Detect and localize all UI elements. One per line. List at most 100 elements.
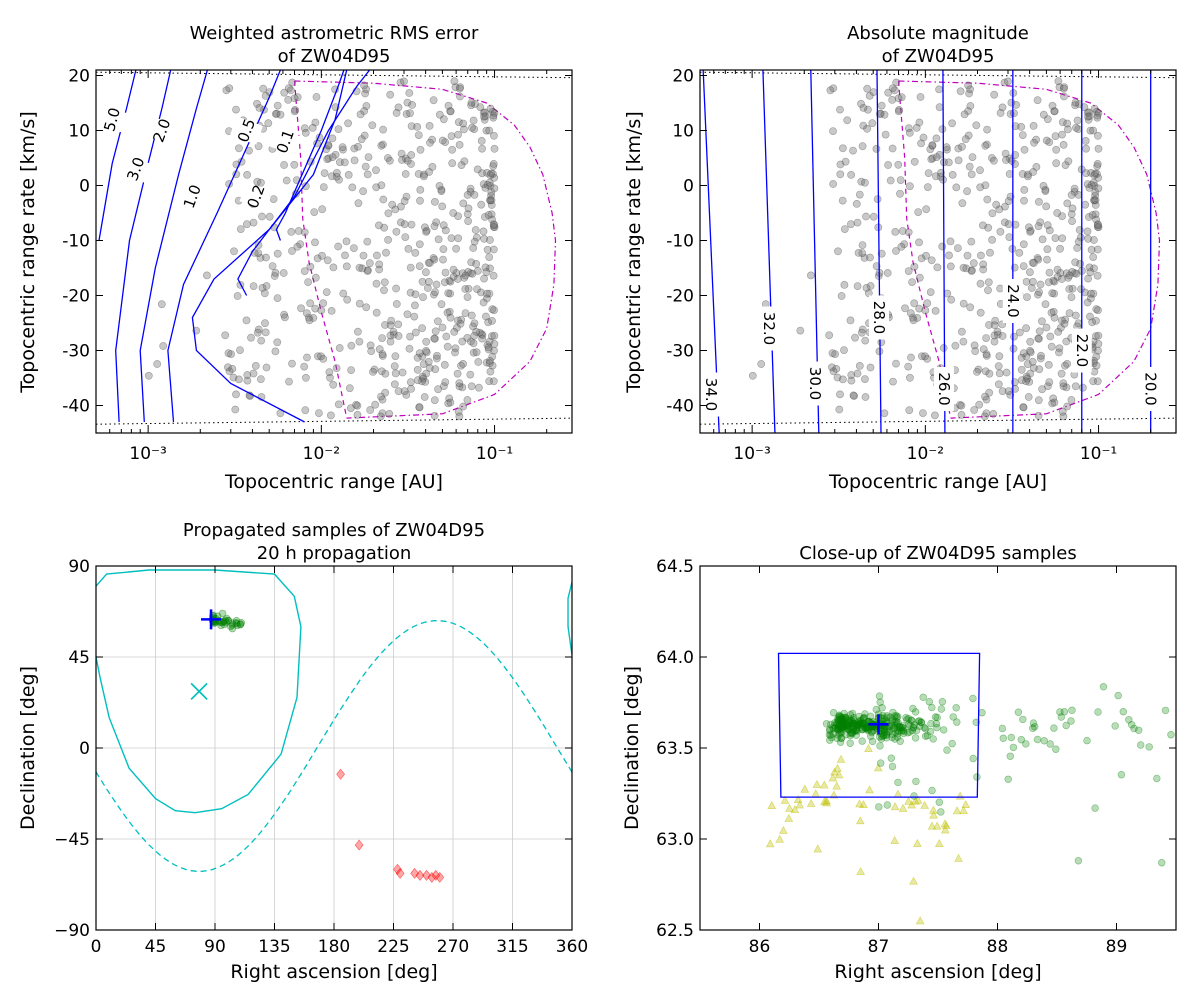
sample-point	[466, 184, 475, 193]
sample-point	[480, 213, 489, 221]
sample-point	[403, 156, 412, 165]
green-sample	[925, 697, 933, 706]
sample-point	[905, 128, 914, 137]
sample-point	[285, 377, 293, 386]
sample-point	[466, 370, 475, 379]
sample-point	[936, 172, 945, 181]
sample-point	[839, 144, 847, 153]
green-sample	[1022, 740, 1030, 748]
sample-point	[829, 367, 838, 376]
x-tick-label: 225	[377, 937, 409, 957]
sample-point	[854, 248, 863, 257]
sample-point	[1094, 144, 1103, 153]
sample-point	[909, 316, 918, 325]
x-tick-label: 0	[91, 937, 102, 957]
sample-point	[1051, 132, 1060, 140]
sample-point	[231, 405, 240, 414]
sample-point	[314, 409, 323, 417]
sample-point	[331, 150, 340, 159]
green-sample	[843, 723, 851, 731]
yellow-sample-triangle	[832, 781, 841, 790]
y-tick-label: 45	[68, 648, 90, 668]
sample-point	[946, 262, 955, 271]
sample-point	[486, 181, 495, 190]
sample-point	[1047, 342, 1056, 351]
sample-point	[998, 387, 1007, 396]
sample-point	[490, 223, 499, 232]
contour-label: 30.0	[806, 367, 824, 400]
sample-point	[1093, 162, 1102, 171]
y-tick-label: 0	[79, 739, 90, 759]
sample-point	[456, 83, 465, 91]
sample-point	[378, 334, 386, 342]
green-sample	[827, 720, 835, 729]
yellow-sample-triangle	[775, 834, 785, 843]
sample-point	[1036, 280, 1045, 289]
sample-point	[422, 226, 431, 235]
sample-point	[1053, 272, 1062, 281]
sample-point	[881, 130, 890, 139]
green-sample	[921, 732, 930, 740]
green-sample	[882, 731, 891, 739]
green-sample	[883, 801, 891, 809]
sample-point	[954, 156, 963, 165]
sample-point	[386, 90, 395, 99]
sample-point	[392, 227, 401, 236]
sample-point	[348, 183, 357, 192]
green-sample	[833, 725, 842, 733]
green-sample	[896, 737, 904, 745]
sample-point	[468, 269, 477, 278]
sample-point	[927, 155, 936, 164]
plot-area: 5.03.02.01.00.50.20.1	[96, 70, 572, 425]
sample-point	[488, 305, 497, 314]
sample-point	[1088, 318, 1097, 327]
sample-point	[434, 235, 443, 244]
sample-point	[948, 170, 957, 179]
green-sample	[1130, 724, 1138, 733]
yellow-sample-triangle	[812, 779, 822, 788]
sample-point	[1022, 352, 1031, 361]
sample-point	[444, 101, 453, 110]
y-tick-label: 62.5	[656, 921, 694, 941]
sample-point	[441, 268, 450, 277]
green-sample	[890, 724, 898, 732]
green-sample	[888, 717, 896, 725]
sample-point	[322, 288, 331, 296]
sample-point	[1034, 411, 1043, 420]
sample-point	[485, 126, 494, 135]
sample-point	[341, 251, 349, 260]
sample-point	[419, 172, 428, 181]
sample-point	[420, 223, 429, 232]
yellow-sample-triangle	[806, 798, 816, 807]
y-tick-label: -20	[62, 287, 90, 307]
sample-point	[377, 181, 386, 190]
sample-point	[847, 371, 856, 379]
sample-point	[1030, 138, 1038, 147]
yellow-sample-triangle	[873, 763, 883, 772]
sample-point	[352, 400, 360, 409]
green-sample	[895, 727, 903, 735]
sample-point	[1068, 204, 1077, 213]
sample-point	[463, 293, 472, 301]
green-sample	[859, 714, 868, 723]
sample-point	[463, 333, 472, 342]
sample-point	[864, 105, 872, 114]
sample-point	[1062, 337, 1071, 346]
green-sample	[841, 715, 850, 724]
sample-point	[485, 253, 494, 261]
sample-point	[1071, 101, 1079, 110]
sample-point	[868, 119, 877, 128]
green-sample	[859, 719, 867, 727]
green-sample	[878, 704, 886, 712]
sample-point	[413, 376, 422, 385]
sample-point	[1027, 284, 1036, 292]
green-sample	[848, 720, 856, 728]
sample-point	[993, 327, 1002, 336]
green-sample	[840, 716, 848, 725]
green-sample	[879, 731, 888, 739]
sample-point	[326, 411, 335, 420]
sample-point	[944, 158, 953, 167]
sample-point	[381, 369, 390, 378]
sample-point	[301, 373, 310, 382]
x-axis-label: Right ascension [deg]	[834, 961, 1041, 983]
